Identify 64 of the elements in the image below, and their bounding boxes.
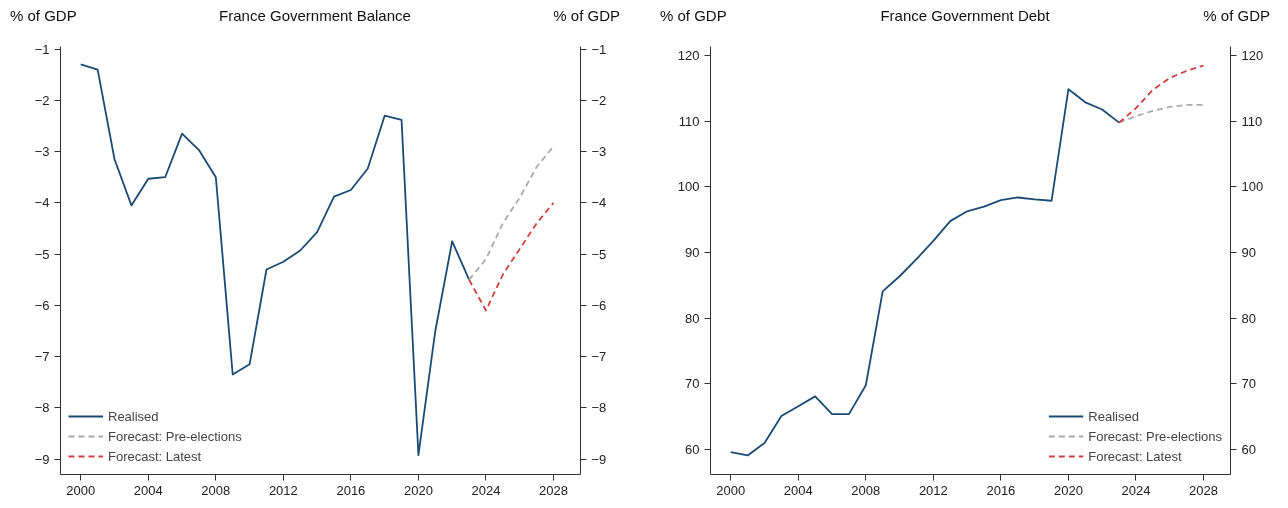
legend-label: Realised bbox=[108, 408, 159, 424]
x-tick-label: 2016 bbox=[336, 482, 366, 498]
x-tick-label: 2004 bbox=[783, 482, 813, 498]
legend-label: Forecast: Pre-elections bbox=[1088, 428, 1222, 444]
line-series bbox=[468, 145, 555, 281]
y-tick-label: −3 bbox=[34, 144, 50, 160]
y2-tick-label: −7 bbox=[591, 349, 607, 365]
legend-label: Forecast: Latest bbox=[1088, 448, 1182, 464]
x-tick-label: 2020 bbox=[403, 482, 433, 498]
legend-label: Forecast: Latest bbox=[108, 448, 202, 464]
y-tick-label: 90 bbox=[685, 245, 700, 261]
y-tick-label: −6 bbox=[34, 297, 50, 313]
y2-tick-label: 60 bbox=[1241, 442, 1256, 458]
y2-tick-label: −4 bbox=[591, 195, 607, 211]
legend-label: Forecast: Pre-elections bbox=[108, 428, 242, 444]
y2-tick-label: −5 bbox=[591, 246, 607, 262]
x-tick-label: 2012 bbox=[918, 482, 948, 498]
x-tick-label: 2024 bbox=[471, 482, 501, 498]
x-tick-label: 2016 bbox=[986, 482, 1016, 498]
y2-axis-title: % of GDP bbox=[1203, 6, 1270, 26]
y2-tick-label: 90 bbox=[1241, 245, 1256, 261]
y2-tick-label: −8 bbox=[591, 400, 607, 416]
y-tick-label: −4 bbox=[34, 195, 50, 211]
x-tick-label: 2008 bbox=[201, 482, 231, 498]
chart-title: France Government Debt bbox=[880, 6, 1050, 26]
line-series bbox=[1118, 64, 1205, 124]
y2-axis-title: % of GDP bbox=[553, 6, 620, 26]
line-series bbox=[468, 201, 555, 312]
line-series bbox=[1118, 104, 1205, 124]
y2-tick-label: 120 bbox=[1241, 48, 1264, 64]
x-tick-label: 2020 bbox=[1053, 482, 1083, 498]
x-tick-label: 2028 bbox=[1189, 482, 1218, 498]
x-tick-label: 2012 bbox=[268, 482, 298, 498]
y-tick-label: 70 bbox=[685, 376, 700, 392]
y-tick-label: −8 bbox=[34, 400, 50, 416]
y2-tick-label: −3 bbox=[591, 144, 607, 160]
x-tick-label: 2008 bbox=[851, 482, 881, 498]
y-tick-label: 100 bbox=[677, 179, 700, 195]
y-tick-label: −5 bbox=[34, 246, 50, 262]
y-tick-label: 80 bbox=[685, 310, 700, 326]
y2-tick-label: −9 bbox=[591, 451, 607, 467]
y2-tick-label: 110 bbox=[1241, 113, 1263, 129]
y-tick-label: 120 bbox=[677, 48, 700, 64]
y-tick-label: −9 bbox=[34, 451, 50, 467]
y-tick-label: −2 bbox=[34, 92, 50, 108]
y-axis-title: % of GDP bbox=[10, 6, 77, 26]
y-tick-label: 60 bbox=[685, 442, 700, 458]
legend-label: Realised bbox=[1088, 408, 1139, 424]
y-tick-label: −7 bbox=[34, 349, 50, 365]
y-axis-title: % of GDP bbox=[660, 6, 727, 26]
y2-tick-label: −1 bbox=[591, 41, 607, 57]
y2-tick-label: 80 bbox=[1241, 310, 1256, 326]
y2-tick-label: 100 bbox=[1241, 179, 1264, 195]
y2-tick-label: 70 bbox=[1241, 376, 1256, 392]
x-tick-label: 2024 bbox=[1121, 482, 1151, 498]
x-tick-label: 2028 bbox=[539, 482, 568, 498]
x-tick-label: 2000 bbox=[716, 482, 746, 498]
y-tick-label: 110 bbox=[678, 113, 700, 129]
y2-tick-label: −6 bbox=[591, 297, 607, 313]
y2-tick-label: −2 bbox=[591, 92, 607, 108]
y-tick-label: −1 bbox=[34, 41, 50, 57]
chart-title: France Government Balance bbox=[219, 6, 411, 26]
x-tick-label: 2000 bbox=[66, 482, 96, 498]
x-tick-label: 2004 bbox=[133, 482, 163, 498]
